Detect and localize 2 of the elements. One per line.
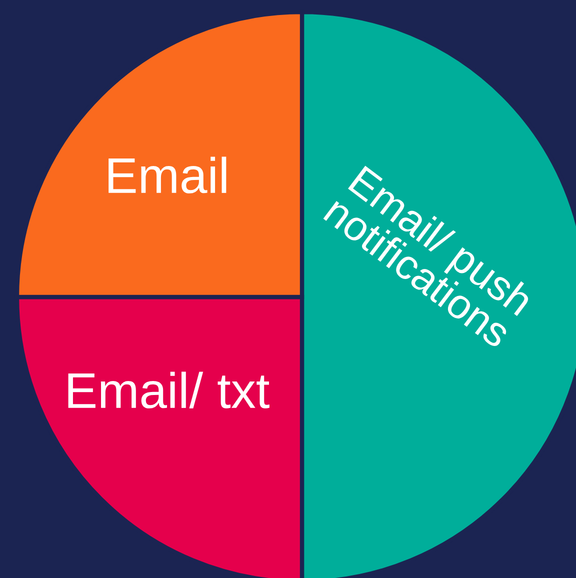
slice-label: Email/ txt [68,372,270,408]
slice-label: Email [108,156,226,194]
